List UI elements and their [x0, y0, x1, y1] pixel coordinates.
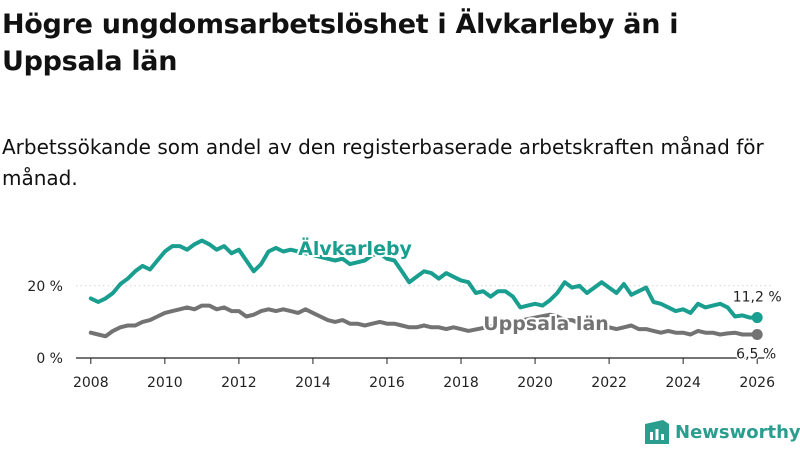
series-label-uppsala: Uppsala län — [483, 313, 609, 335]
series-line-alvkarleby — [88, 238, 760, 320]
x-tick-label: 2008 — [73, 375, 109, 391]
x-tick-label: 2014 — [295, 375, 331, 391]
x-tick-label: 2024 — [665, 375, 701, 391]
x-tick-label: 2020 — [517, 375, 553, 391]
series-line-uppsala — [88, 303, 760, 339]
chart-subtitle: Arbetssökande som andel av den registerb… — [2, 135, 764, 190]
brand-logo: Newsworthy — [645, 420, 800, 444]
x-tick-label: 2026 — [739, 375, 775, 391]
x-tick-label: 2022 — [591, 375, 627, 391]
chart-title: Högre ungdomsarbetslöshet i Älvkarleby ä… — [2, 9, 679, 77]
x-tick-label: 2018 — [443, 375, 479, 391]
x-tick-label: 2012 — [221, 375, 257, 391]
series-end-point-uppsala — [751, 329, 763, 341]
series-end-point-alvkarleby — [751, 312, 763, 324]
end-value-label-uppsala: 6,5 % — [736, 347, 776, 363]
series-label-alvkarleby: Älvkarleby — [298, 236, 412, 260]
end-value-label-alvkarleby: 11,2 % — [733, 290, 782, 306]
y-tick-label: 0 % — [36, 351, 63, 367]
newsworthy-icon — [645, 420, 669, 444]
y-tick-label: 20 % — [27, 279, 63, 295]
x-tick-label: 2010 — [147, 375, 183, 391]
brand-name: Newsworthy — [675, 421, 800, 443]
x-tick-label: 2016 — [369, 375, 405, 391]
